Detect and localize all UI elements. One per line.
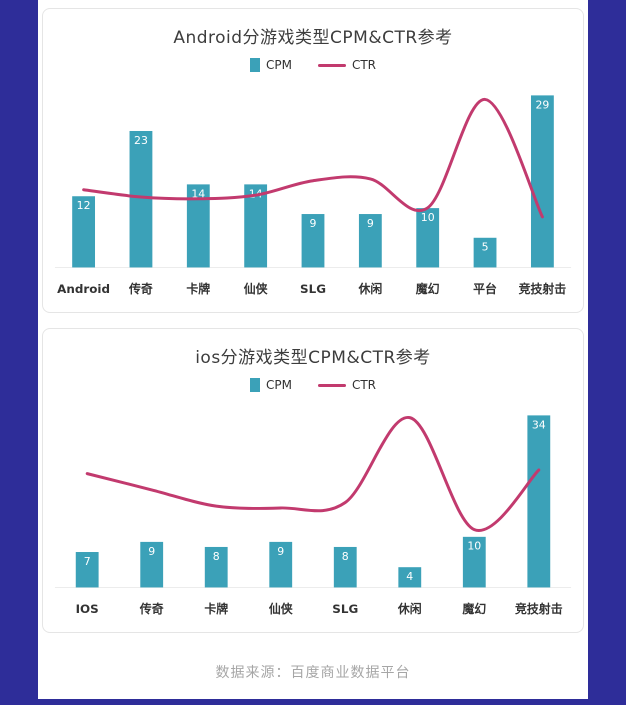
android-chart-legend: CPM CTR [45,54,581,76]
cpm-bar-value: 5 [482,241,489,254]
android-cpm-ctr-chart: 12Android23传奇14卡牌14仙侠9SLG9休闲10魔幻5平台29竞技射… [54,95,572,296]
legend-item-ctr: CTR [317,378,376,392]
cpm-bar-value: 8 [213,550,220,563]
category-label: 魔幻 [416,282,440,296]
category-label: 魔幻 [462,602,486,616]
legend-item-ctr: CTR [317,58,376,72]
cpm-bar [530,95,554,268]
cpm-bar-value: 34 [532,418,546,431]
cpm-bar [204,546,228,588]
category-label: 卡牌 [204,602,228,616]
ctr-line [82,97,544,219]
category-label: Android [57,282,110,296]
cpm-bar-value: 12 [77,199,91,212]
cpm-bar-swatch-icon [249,378,260,392]
data-source-note: 数据来源：百度商业数据平台 [215,665,411,681]
cpm-bar [140,541,164,588]
cpm-bar-value: 4 [406,570,413,583]
legend-item-cpm: CPM [249,58,292,72]
cpm-bar [269,541,293,588]
cpm-bar [462,536,486,588]
category-label: 竞技射击 [515,602,563,616]
category-label: 休闲 [357,282,382,296]
category-label: 休闲 [397,602,422,616]
legend-label-ctr: CTR [351,58,376,72]
cpm-bar [398,567,422,588]
cpm-bar [129,130,153,268]
cpm-bar-value: 9 [367,217,374,230]
cpm-bar-value: 10 [421,211,435,224]
ios-chart-title: ios分游戏类型CPM&CTR参考 [195,348,431,368]
category-label: 仙侠 [244,282,269,296]
ctr-line [85,416,541,532]
cpm-bar-swatch-icon [249,58,260,72]
cpm-bar [416,208,440,268]
cpm-bar [473,237,497,268]
category-label: IOS [76,602,99,616]
cpm-bar [358,214,382,268]
category-label: 平台 [473,282,497,296]
ios-cpm-ctr-chart-card: ios分游戏类型CPM&CTR参考 CPM CTR 7 IOS 9 传奇 8 卡牌 9 仙侠 8… [42,328,584,633]
legend-item-cpm: CPM [249,378,292,392]
cpm-bar-value: 9 [310,217,317,230]
legend-label-cpm: CPM [265,58,292,72]
cpm-bar-value: 7 [84,555,91,568]
cpm-bar [333,546,357,588]
ctr-line-swatch-icon [317,63,346,67]
cpm-bar [72,196,96,268]
cpm-bar [244,184,268,268]
cpm-bar-value: 29 [535,98,549,111]
android-cpm-ctr-chart-card: Android分游戏类型CPM&CTR参考 CPM CTR 12 Android 2… [42,8,584,313]
cpm-bar [186,184,210,268]
cpm-bar-value: 9 [277,545,284,558]
legend-label-ctr: CTR [351,378,376,392]
ios-chart-legend: CPM CTR [45,374,581,396]
cpm-bar [301,214,325,268]
category-label: SLG [300,282,326,296]
content-column: Android分游戏类型CPM&CTR参考 CPM CTR 12 Android 2… [38,0,588,699]
ctr-line-swatch-icon [317,383,346,387]
cpm-bar-value: 10 [467,540,481,553]
category-label: 竞技射击 [519,282,567,296]
category-label: 传奇 [128,282,153,296]
android-chart-title: Android分游戏类型CPM&CTR参考 [173,28,453,48]
cpm-bar-value: 9 [148,545,155,558]
category-label: SLG [332,602,358,616]
category-label: 传奇 [139,602,164,616]
cpm-bar-value: 23 [134,134,148,147]
ios-cpm-ctr-chart: 7 IOS 9 传奇 8 卡牌 9 仙侠 8 SLG 4 休闲 10 魔幻 34 竞技射击 [54,415,572,616]
category-label: 卡牌 [186,282,210,296]
cpm-bar [75,552,99,588]
cpm-bar-value: 14 [191,187,205,200]
category-label: 仙侠 [269,602,294,616]
cpm-bar-value: 8 [342,550,349,563]
cpm-bar [527,415,551,588]
legend-label-cpm: CPM [265,378,292,392]
